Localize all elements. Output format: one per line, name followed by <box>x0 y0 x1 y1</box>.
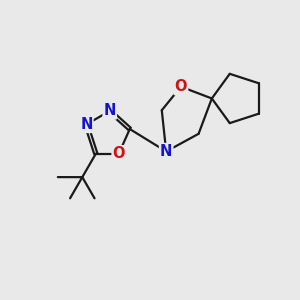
Text: O: O <box>175 79 187 94</box>
Text: O: O <box>112 146 125 161</box>
Text: N: N <box>80 117 92 132</box>
Text: N: N <box>160 144 172 159</box>
Text: N: N <box>103 103 116 118</box>
